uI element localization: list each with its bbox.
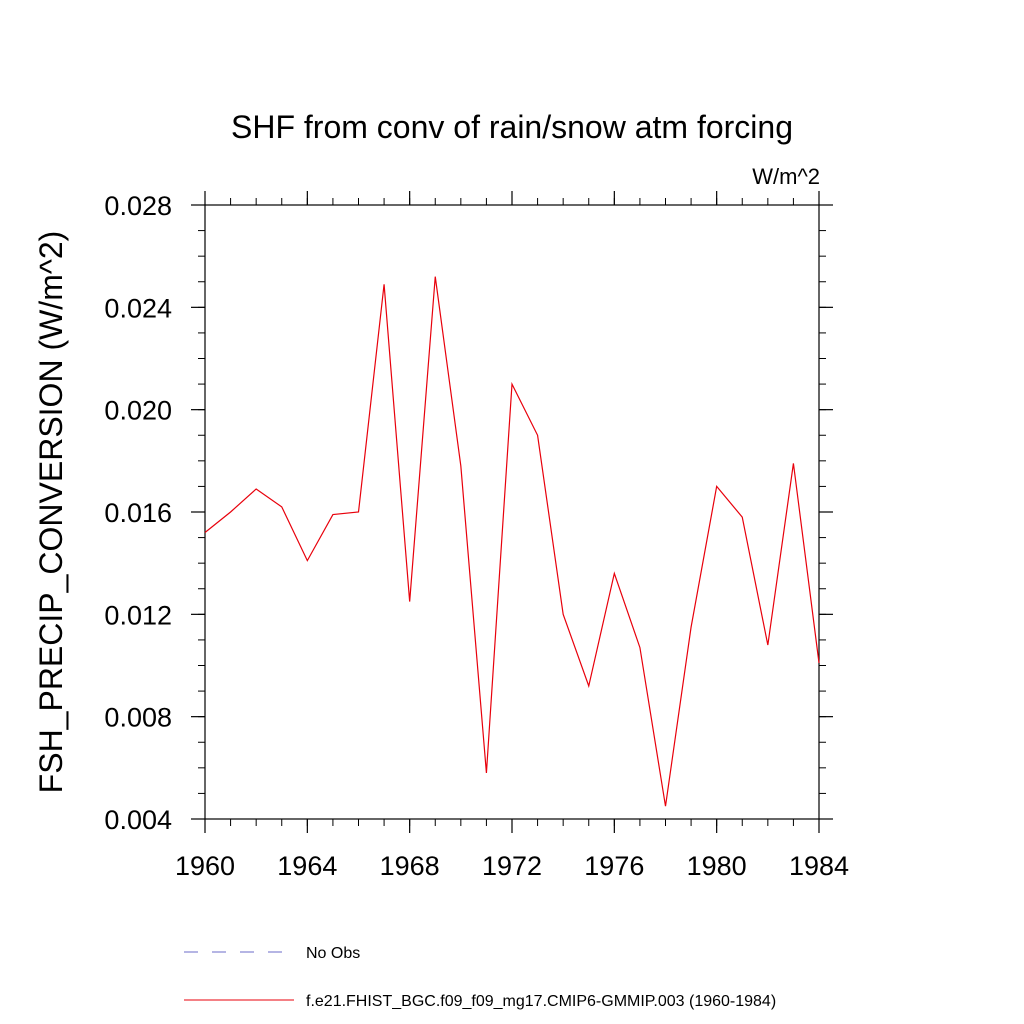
x-tick-label: 1964 [277,851,337,881]
plot-frame [204,204,820,820]
x-tick-label: 1968 [380,851,440,881]
y-tick-label: 0.008 [104,703,172,733]
series-line [204,276,820,807]
x-tick-label: 1976 [584,851,644,881]
y-tick-labels: 0.004 0.008 0.012 0.016 0.020 0.024 0.028 [104,191,172,835]
y-tick-label: 0.012 [104,600,172,630]
chart-title: SHF from conv of rain/snow atm forcing [231,109,793,145]
x-tick-label: 1960 [175,851,235,881]
legend-label: f.e21.FHIST_BGC.f09_f09_mg17.CMIP6-GMMIP… [306,993,776,1010]
series-layer [204,276,820,807]
legend: No Obs f.e21.FHIST_BGC.f09_f09_mg17.CMIP6… [184,945,776,1010]
legend-label: No Obs [306,945,360,962]
x-tick-labels: 1960 1964 1968 1972 1976 1980 1984 [175,851,849,881]
units-label: W/m^2 [752,164,820,189]
y-tick-label: 0.028 [104,191,172,221]
y-axis-label: FSH_PRECIP_CONVERSION (W/m^2) [33,231,69,794]
x-tick-label: 1984 [789,851,849,881]
major-ticks [191,191,833,833]
y-tick-label: 0.016 [104,498,172,528]
minor-ticks [198,198,826,826]
y-tick-label: 0.020 [104,396,172,426]
y-tick-label: 0.004 [104,805,172,835]
y-tick-label: 0.024 [104,293,172,323]
x-tick-label: 1980 [687,851,747,881]
x-tick-label: 1972 [482,851,542,881]
